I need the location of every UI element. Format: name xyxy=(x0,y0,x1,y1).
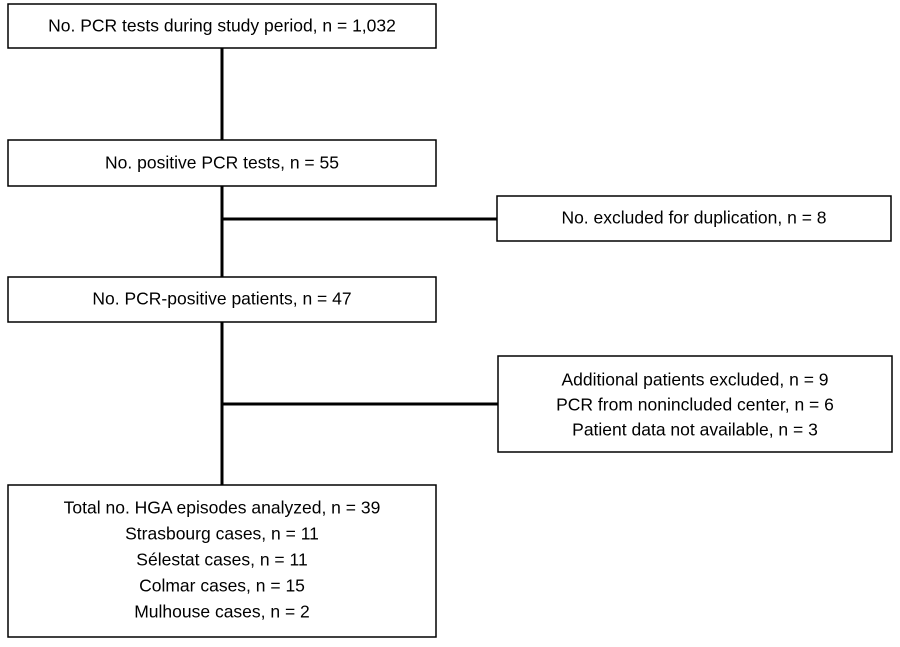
box-text: Total no. HGA episodes analyzed, n = 39 xyxy=(64,498,381,518)
box-text: Mulhouse cases, n = 2 xyxy=(134,602,310,622)
box xyxy=(497,355,893,453)
box xyxy=(496,195,892,242)
box-text: No. positive PCR tests, n = 55 xyxy=(105,153,339,173)
box xyxy=(7,3,437,49)
box-text: Additional patients excluded, n = 9 xyxy=(561,370,828,390)
box-text: Colmar cases, n = 15 xyxy=(139,576,305,596)
box-text: Sélestat cases, n = 11 xyxy=(136,550,307,570)
box-text: No. PCR-positive patients, n = 47 xyxy=(92,289,351,309)
box-text: No. PCR tests during study period, n = 1… xyxy=(48,16,396,36)
box-text: No. excluded for duplication, n = 8 xyxy=(561,208,826,228)
box-text: Strasbourg cases, n = 11 xyxy=(125,524,319,544)
box-text: Patient data not available, n = 3 xyxy=(572,420,818,440)
box xyxy=(7,484,437,638)
box-text: PCR from nonincluded center, n = 6 xyxy=(556,395,834,415)
box xyxy=(7,139,437,187)
box xyxy=(7,276,437,323)
